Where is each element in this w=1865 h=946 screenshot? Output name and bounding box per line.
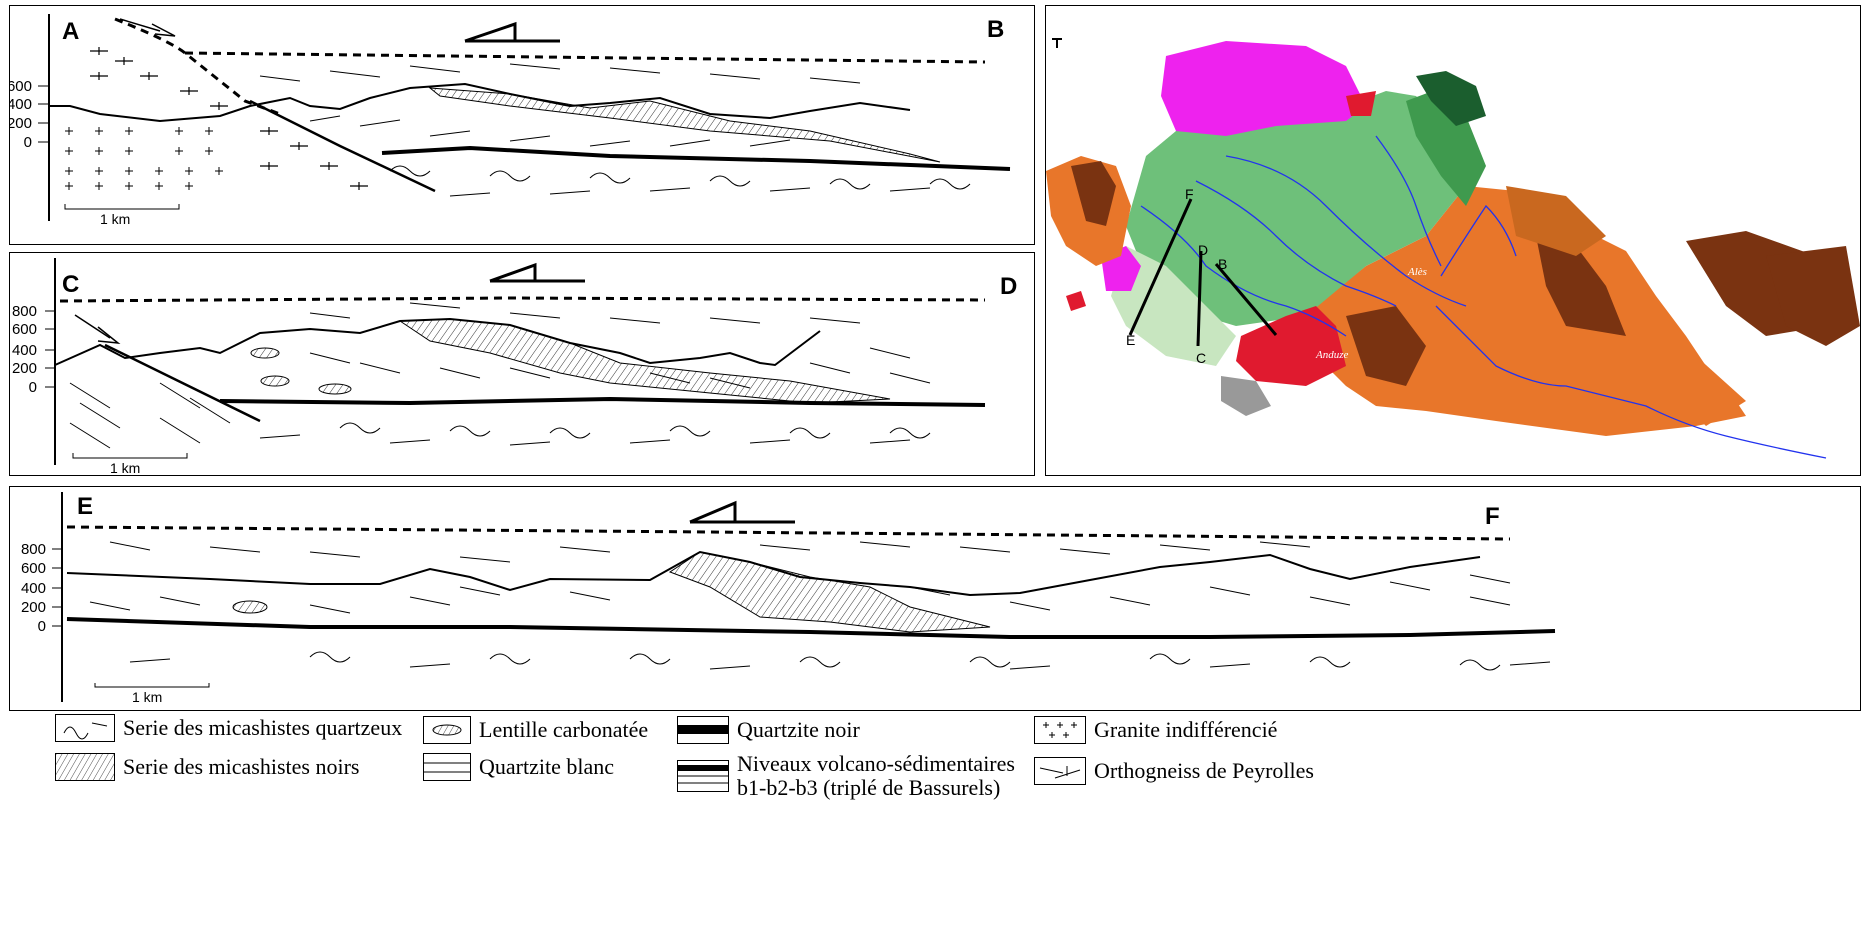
- label-b: B: [987, 16, 1005, 43]
- legend-swatch: [677, 760, 729, 792]
- cross-section-cd: C D 800 600 400 200 0 1 km: [9, 252, 1035, 476]
- legend-lentille: Lentille carbonatée: [423, 716, 648, 744]
- legend-text: Lentille carbonatée: [479, 717, 649, 742]
- legend-text: Orthogneiss de Peyrolles: [1094, 758, 1314, 783]
- tick-600: 600: [11, 321, 37, 338]
- tick-400: 400: [20, 580, 46, 597]
- legend-text: Granite indifférencié: [1094, 717, 1278, 742]
- tick-800: 800: [11, 303, 37, 320]
- legend-text-block: Niveaux volcano-sédimentaires b1-b2-b3 (…: [737, 752, 1015, 800]
- legend-text: Serie des micashistes noirs: [123, 754, 360, 779]
- legend-swatch: [677, 716, 729, 744]
- scale-label: 1 km: [132, 689, 163, 705]
- legend-swatch: [55, 714, 115, 742]
- legend-swatch: [55, 753, 115, 781]
- legend-text: b1-b2-b3 (triplé de Bassurels): [737, 775, 1001, 800]
- legend-swatch: [1034, 757, 1086, 785]
- map-label-c: C: [1196, 350, 1207, 366]
- legend-quartzite-blanc: Quartzite blanc: [423, 753, 614, 781]
- legend-swatch: [1034, 716, 1086, 744]
- cross-section-cd-drawing: [45, 258, 986, 465]
- geological-map-drawing: [1046, 38, 1860, 459]
- legend-orthogneiss: Orthogneiss de Peyrolles: [1034, 757, 1314, 785]
- geological-map: E F D B C Alès Anduze: [1045, 5, 1861, 476]
- tick-200: 200: [9, 115, 32, 132]
- legend-text: Niveaux volcano-sédimentaires: [737, 751, 1015, 776]
- map-label-f: F: [1185, 186, 1194, 202]
- scale-label: 1 km: [110, 460, 141, 476]
- legend-granite: Granite indifférencié: [1034, 716, 1277, 744]
- cross-section-ab: A B 600 400 200 0 1 km: [9, 5, 1035, 245]
- tick-0: 0: [23, 134, 32, 151]
- city-anduze: Anduze: [1316, 349, 1349, 361]
- tick-200: 200: [20, 599, 46, 616]
- map-label-d: D: [1198, 242, 1209, 258]
- tick-600: 600: [20, 560, 46, 577]
- legend-volcano: Niveaux volcano-sédimentaires b1-b2-b3 (…: [677, 752, 1015, 800]
- tick-0: 0: [28, 379, 37, 396]
- legend-swatch: [423, 716, 471, 744]
- city-ales: Alès: [1408, 266, 1427, 278]
- tick-0: 0: [37, 618, 46, 635]
- legend-swatch: [423, 753, 471, 781]
- tick-400: 400: [11, 342, 37, 359]
- label-c: C: [62, 271, 80, 298]
- legend-quartzite-noir: Quartzite noir: [677, 716, 860, 744]
- tick-400: 400: [9, 96, 32, 113]
- label-a: A: [62, 18, 80, 45]
- legend-text: Serie des micashistes quartzeux: [123, 715, 403, 740]
- legend-text: Quartzite blanc: [479, 754, 614, 779]
- map-label-b: B: [1218, 256, 1228, 272]
- map-label-e: E: [1126, 332, 1136, 348]
- label-f: F: [1485, 503, 1500, 530]
- label-e: E: [77, 493, 94, 520]
- tick-800: 800: [20, 541, 46, 558]
- legend-text: Quartzite noir: [737, 717, 860, 742]
- legend-micaschistes-quartzeux: Serie des micashistes quartzeux: [55, 714, 402, 742]
- cross-section-ef-drawing: [52, 492, 1556, 702]
- label-d: D: [1000, 273, 1018, 300]
- tick-200: 200: [11, 360, 37, 377]
- tick-600: 600: [9, 78, 32, 95]
- cross-section-ab-drawing: [38, 14, 1011, 221]
- legend-micaschistes-noirs: Serie des micashistes noirs: [55, 753, 359, 781]
- cross-section-ef: E F 800 600 400 200 0 1 km: [9, 486, 1861, 711]
- scale-label: 1 km: [100, 211, 131, 227]
